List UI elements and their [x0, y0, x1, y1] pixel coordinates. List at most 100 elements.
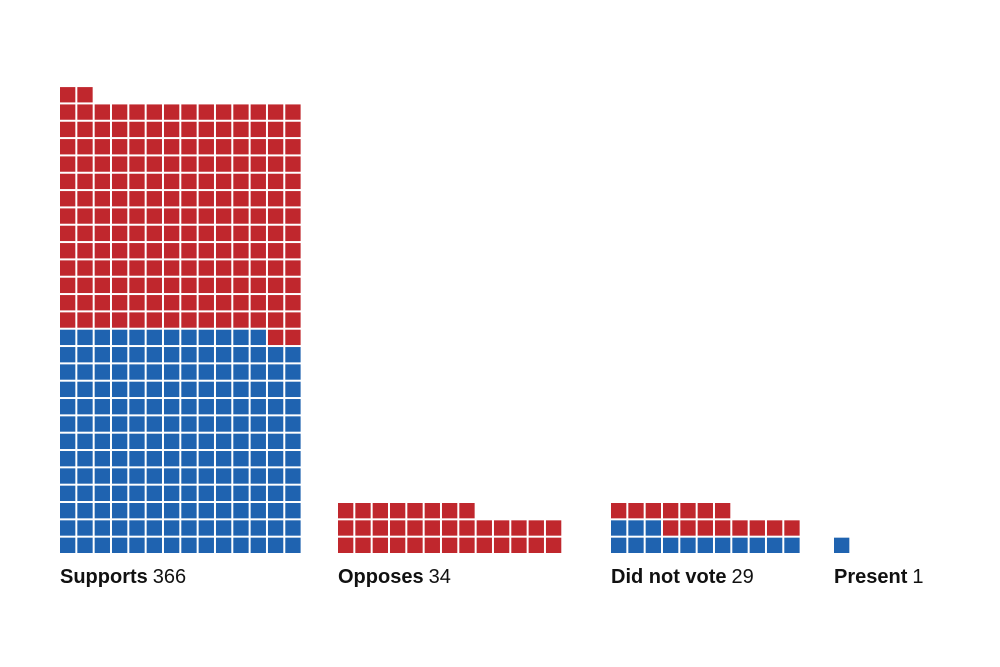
waffle-square-blue — [111, 503, 128, 519]
waffle-square-red — [493, 520, 510, 536]
waffle-square-red — [77, 277, 93, 294]
waffle-square-blue — [267, 537, 284, 553]
waffle-square-blue — [233, 433, 249, 450]
waffle-square-blue — [111, 520, 128, 536]
waffle-square-blue — [129, 520, 145, 536]
waffle-square-blue — [129, 468, 145, 484]
waffle-square-red — [111, 277, 128, 294]
waffle-square-red — [215, 208, 232, 224]
waffle-square-blue — [146, 503, 162, 519]
waffle-square-red — [181, 173, 197, 190]
waffle-square-red — [94, 173, 110, 190]
waffle-square-blue — [233, 347, 249, 363]
waffle-square-blue — [285, 364, 301, 380]
waffle-square-blue — [129, 329, 145, 346]
waffle-square-red — [250, 104, 266, 120]
waffle-square-blue — [250, 485, 266, 502]
waffle-square-red — [198, 156, 214, 172]
waffle-square-blue — [267, 399, 284, 415]
waffle-square-red — [111, 225, 128, 242]
waffle-square-blue — [680, 537, 696, 553]
waffle-square-red — [146, 121, 162, 138]
waffle-square-red — [459, 537, 475, 553]
waffle-square-red — [250, 260, 266, 276]
waffle-square-blue — [77, 381, 93, 398]
waffle-square-blue — [285, 433, 301, 450]
waffle-square-blue — [60, 537, 76, 553]
waffle-square-red — [77, 225, 93, 242]
waffle-square-red — [250, 156, 266, 172]
waffle-square-blue — [146, 520, 162, 536]
waffle-square-red — [198, 191, 214, 207]
waffle-square-red — [545, 520, 562, 536]
group-name: Opposes — [338, 566, 424, 588]
waffle-square-blue — [215, 503, 232, 519]
waffle-square-blue — [215, 416, 232, 432]
waffle-square-blue — [60, 347, 76, 363]
waffle-square-blue — [250, 503, 266, 519]
waffle-square-red — [697, 520, 713, 536]
waffle-square-blue — [784, 537, 800, 553]
waffle-square-red — [111, 121, 128, 138]
waffle-square-blue — [267, 433, 284, 450]
waffle-square-blue — [714, 537, 731, 553]
waffle-square-red — [146, 260, 162, 276]
waffle-square-blue — [146, 364, 162, 380]
waffle-square-blue — [198, 485, 214, 502]
waffle-square-blue — [766, 537, 783, 553]
waffle-square-red — [163, 277, 180, 294]
waffle-square-red — [285, 121, 301, 138]
waffle-square-red — [94, 208, 110, 224]
waffle-square-red — [267, 121, 284, 138]
waffle-square-red — [732, 520, 748, 536]
waffle-square-red — [146, 191, 162, 207]
waffle-square-blue — [181, 537, 197, 553]
waffle-square-blue — [215, 433, 232, 450]
waffle-square-red — [267, 173, 284, 190]
waffle-square-blue — [77, 537, 93, 553]
waffle-square-red — [60, 139, 76, 155]
waffle-square-blue — [129, 451, 145, 467]
waffle-square-red — [60, 121, 76, 138]
waffle-square-blue — [111, 416, 128, 432]
waffle-square-red — [77, 156, 93, 172]
waffle-square-red — [441, 503, 458, 519]
waffle-square-blue — [77, 347, 93, 363]
waffle-square-red — [129, 312, 145, 328]
waffle-square-blue — [250, 329, 266, 346]
waffle-square-red — [338, 520, 354, 536]
waffle-square-blue — [77, 468, 93, 484]
group-name: Did not vote — [611, 566, 727, 588]
waffle-square-red — [94, 225, 110, 242]
waffle-square-blue — [94, 537, 110, 553]
waffle-square-blue — [163, 329, 180, 346]
waffle-square-red — [163, 225, 180, 242]
waffle-square-blue — [233, 537, 249, 553]
waffle-square-red — [372, 503, 388, 519]
waffle-square-red — [111, 243, 128, 259]
waffle-group-1 — [338, 503, 562, 553]
waffle-square-red — [285, 329, 301, 346]
waffle-square-blue — [129, 347, 145, 363]
waffle-square-red — [250, 208, 266, 224]
waffle-square-red — [233, 277, 249, 294]
waffle-square-red — [77, 87, 93, 103]
waffle-square-blue — [146, 347, 162, 363]
waffle-square-blue — [215, 381, 232, 398]
waffle-square-red — [198, 208, 214, 224]
waffle-square-red — [146, 277, 162, 294]
waffle-square-red — [662, 503, 679, 519]
waffle-square-red — [60, 312, 76, 328]
waffle-square-red — [163, 295, 180, 311]
waffle-square-red — [250, 243, 266, 259]
waffle-square-blue — [129, 381, 145, 398]
waffle-square-red — [233, 173, 249, 190]
waffle-square-blue — [163, 347, 180, 363]
waffle-square-blue — [285, 520, 301, 536]
waffle-group-3 — [834, 537, 850, 553]
waffle-square-red — [749, 520, 765, 536]
waffle-square-blue — [267, 520, 284, 536]
waffle-square-red — [285, 225, 301, 242]
waffle-square-blue — [146, 433, 162, 450]
